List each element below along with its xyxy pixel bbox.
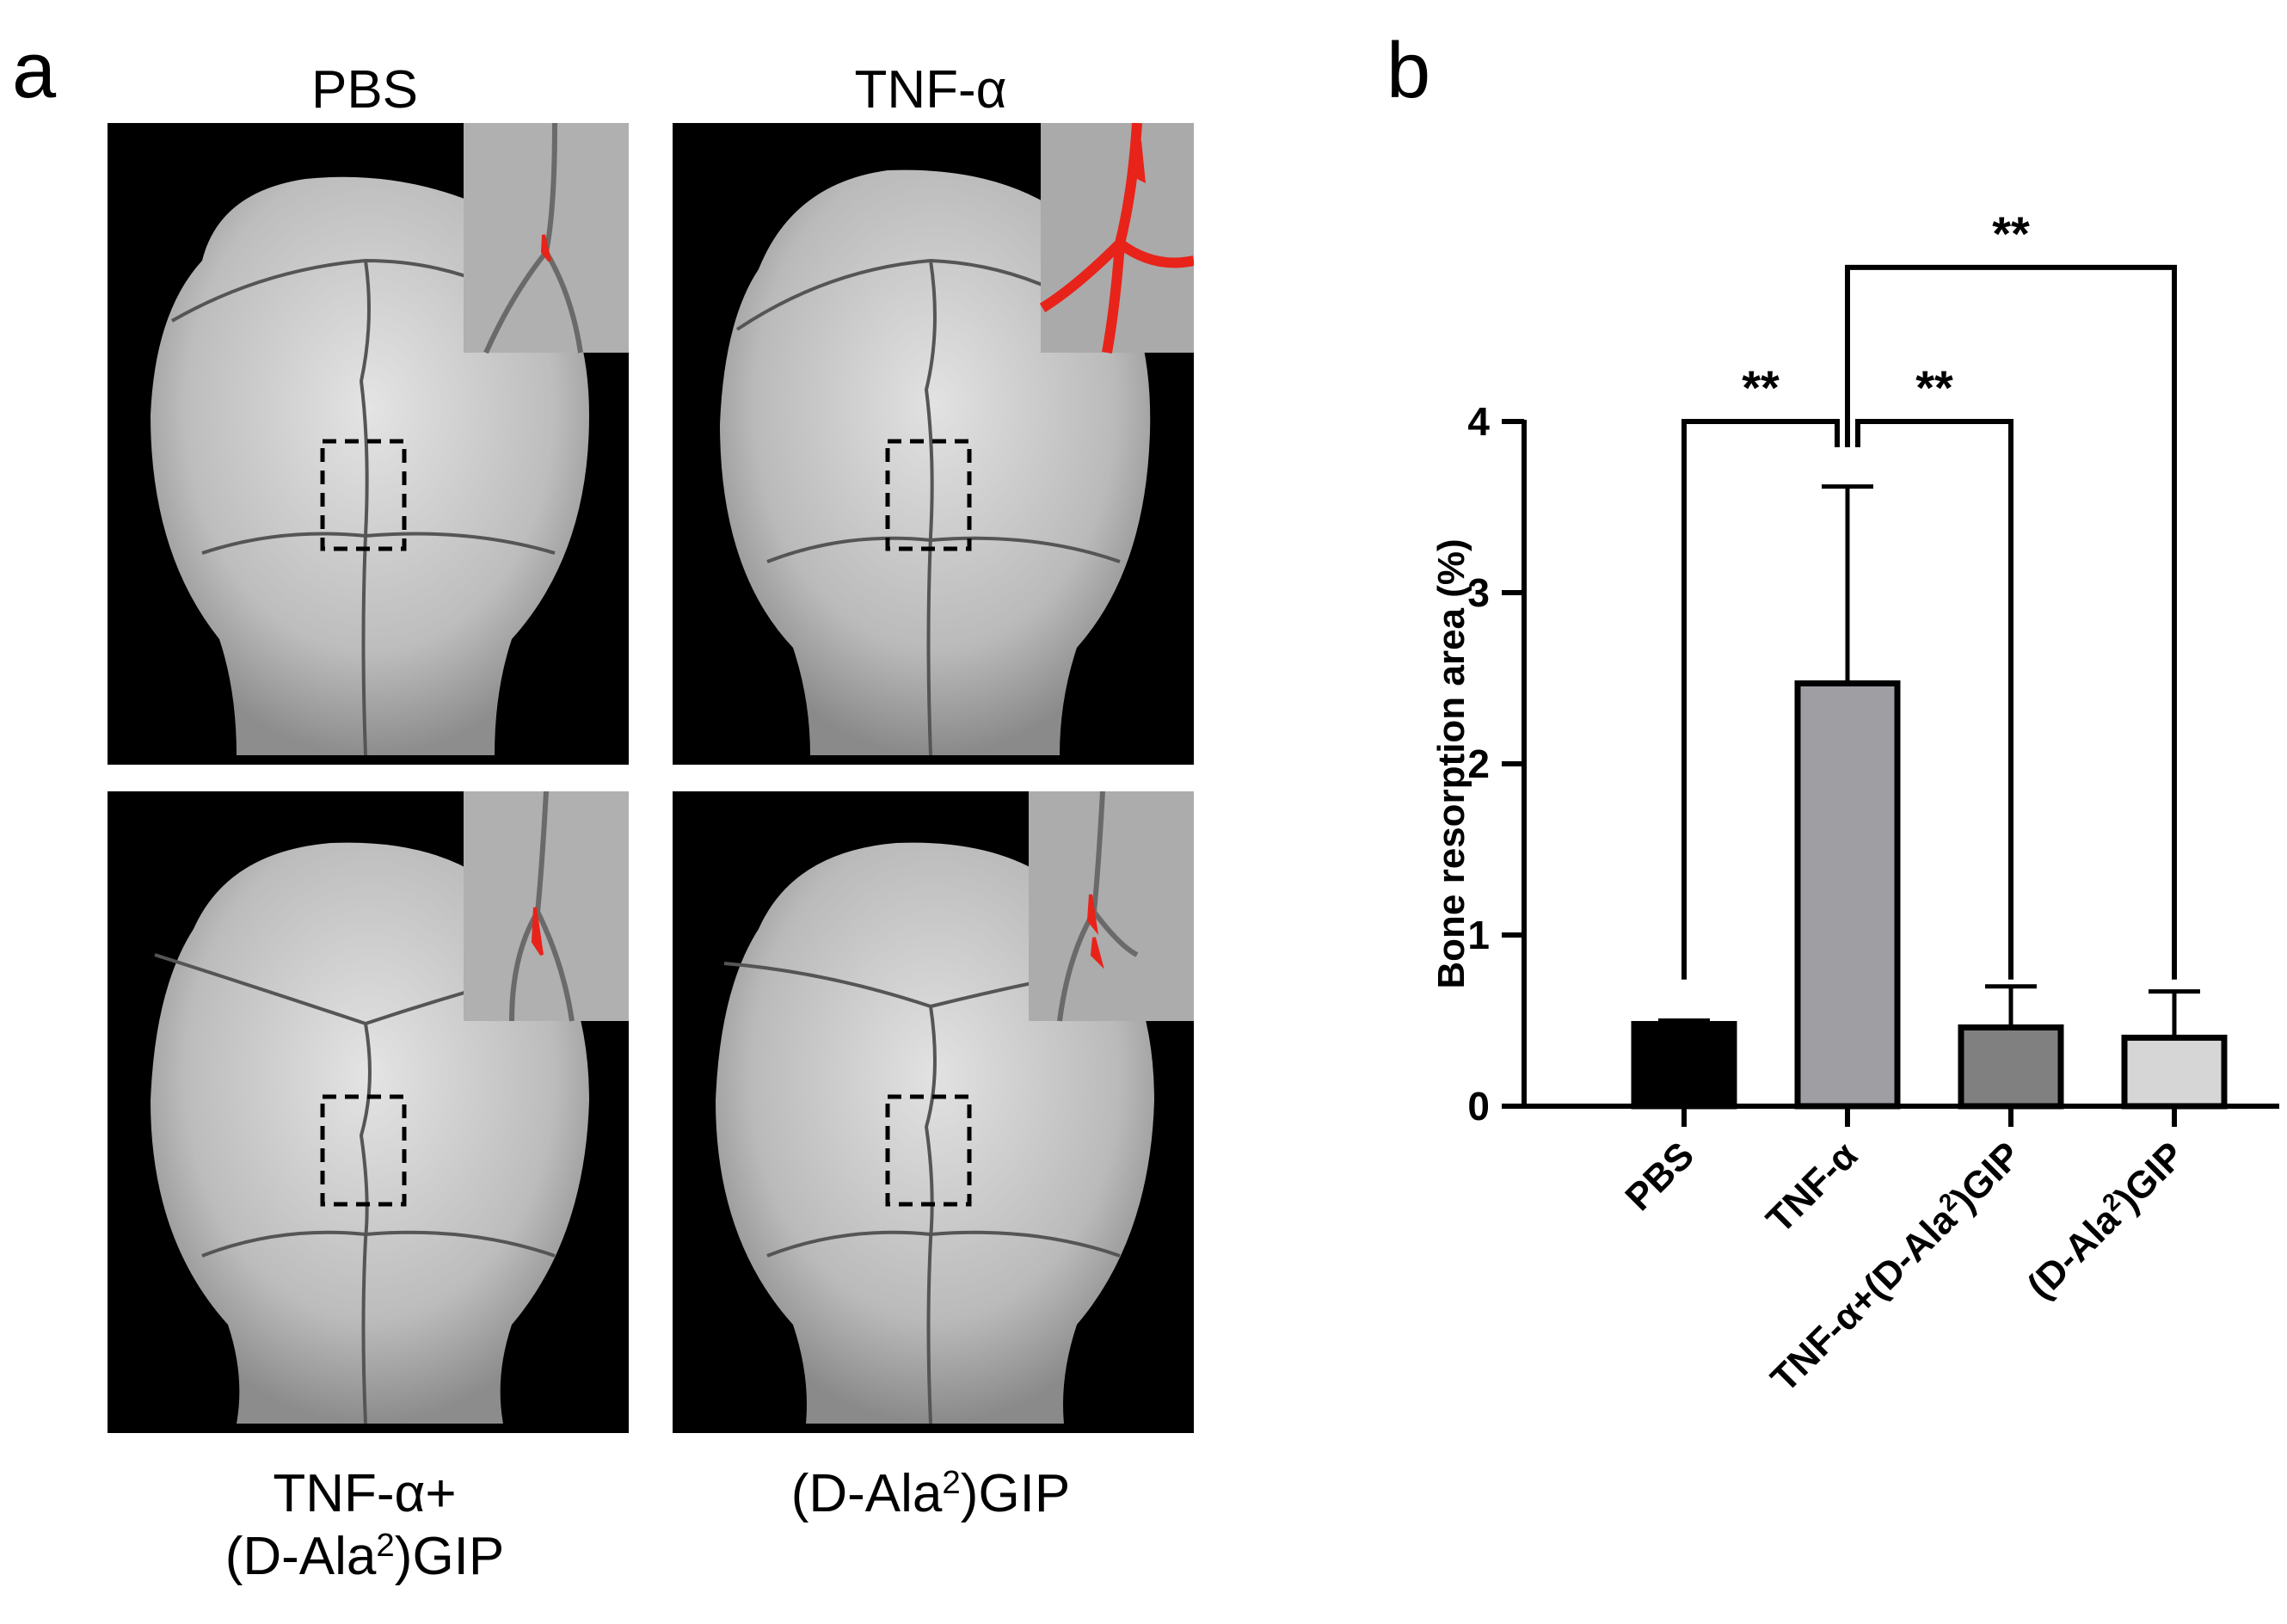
- y-tick-label: 3: [1467, 570, 1490, 615]
- label-tnf-alpha: TNF-α: [854, 60, 1007, 120]
- y-axis-label: Bone resorption area (%): [1430, 538, 1472, 988]
- skull-image-tnf-alpha-d-ala2-gip: [108, 791, 629, 1433]
- bar: [1794, 680, 1901, 1110]
- bar: [1958, 1024, 2064, 1110]
- label-line1: TNF-α+: [273, 1464, 457, 1523]
- y-tick-label: 1: [1467, 913, 1490, 957]
- significance-label: **: [1992, 206, 2030, 261]
- label-d-ala2-gip: (D-Ala2)GIP: [790, 1463, 1071, 1523]
- bar: [1631, 1020, 1737, 1110]
- panel-a-letter: a: [12, 27, 57, 114]
- significance-bracket: [1681, 419, 1840, 980]
- significance-bracket: [1855, 419, 2013, 980]
- x-tick-label: PBS: [1617, 1134, 1702, 1219]
- significance-label: **: [1742, 360, 1780, 415]
- label-line2: (D-Ala2)GIP: [224, 1527, 505, 1587]
- significance-bracket: [1845, 264, 2177, 980]
- panel-b-letter: b: [1386, 27, 1431, 114]
- x-tick-label: TNF-α: [1758, 1134, 1866, 1241]
- significance-label: **: [1915, 360, 1953, 415]
- skull-image-d-ala2-gip: [673, 791, 1194, 1433]
- y-tick-label: 4: [1467, 399, 1490, 444]
- label-tnf-alpha-plus-d-ala2-gip: TNF-α+ (D-Ala2)GIP: [89, 1462, 640, 1588]
- skull-image-tnf-alpha: [673, 123, 1194, 765]
- bar: [2121, 1034, 2228, 1110]
- y-tick-label: 0: [1467, 1084, 1490, 1129]
- label-pbs: PBS: [310, 60, 419, 120]
- y-tick-label: 2: [1467, 741, 1490, 786]
- x-tick-label: (D-Ala2)GIP: [2018, 1133, 2192, 1307]
- skull-image-pbs: [108, 123, 629, 765]
